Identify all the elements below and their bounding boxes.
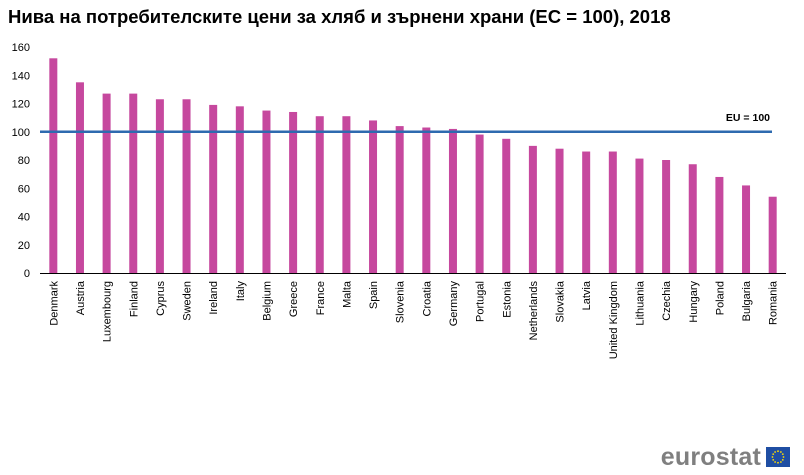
- bar-cyprus: [156, 99, 164, 273]
- bar-bulgaria: [742, 185, 750, 273]
- x-tick-label: Lithuania: [634, 280, 646, 326]
- bar-luxembourg: [103, 94, 111, 273]
- y-tick-label: 0: [24, 268, 30, 280]
- bar-series: [49, 58, 776, 273]
- x-tick-label: Hungary: [688, 281, 700, 323]
- bar-netherlands: [529, 146, 537, 273]
- reference-line-label: EU = 100: [726, 112, 770, 124]
- y-tick-label: 120: [12, 99, 30, 111]
- bar-sweden: [183, 99, 191, 273]
- x-tick-label: Croatia: [421, 280, 433, 316]
- x-tick-label: United Kingdom: [608, 281, 620, 359]
- y-axis: 0 20 40 60 80 100 120 140 160: [12, 42, 30, 280]
- x-tick-label: Italy: [235, 281, 247, 302]
- bar-germany: [449, 129, 457, 273]
- bar-finland: [129, 94, 137, 273]
- x-tick-label: Austria: [75, 280, 87, 315]
- bar-romania: [769, 197, 777, 273]
- x-tick-label: France: [315, 281, 327, 315]
- x-tick-label: Poland: [714, 281, 726, 315]
- bar-austria: [76, 82, 84, 273]
- x-tick-label: Belgium: [261, 281, 273, 321]
- bar-portugal: [476, 135, 484, 273]
- eurostat-logo: eurostat: [661, 445, 790, 469]
- x-tick-label: Estonia: [501, 280, 513, 318]
- x-tick-label: Germany: [448, 281, 460, 327]
- bar-poland: [715, 177, 723, 273]
- x-tick-label: Portugal: [475, 281, 487, 322]
- x-tick-label: Finland: [128, 281, 140, 317]
- y-tick-label: 80: [18, 155, 30, 167]
- x-tick-label: Slovakia: [555, 280, 567, 322]
- bar-latvia: [582, 152, 590, 273]
- y-tick-label: 140: [12, 70, 30, 82]
- x-axis: Denmark Austria Luxembourg Finland Cyprus Swe…: [40, 274, 786, 360]
- bar-slovenia: [396, 126, 404, 273]
- y-tick-label: 40: [18, 212, 30, 224]
- bar-malta: [342, 116, 350, 273]
- x-tick-label: Romania: [768, 280, 780, 325]
- x-tick-label: Denmark: [48, 281, 60, 326]
- bar-lithuania: [635, 159, 643, 273]
- bar-belgium: [262, 111, 270, 273]
- y-tick-label: 60: [18, 183, 30, 195]
- y-tick-label: 160: [12, 42, 30, 54]
- x-tick-label: Bulgaria: [741, 280, 753, 321]
- bar-denmark: [49, 58, 57, 273]
- x-tick-label: Sweden: [182, 281, 194, 321]
- bar-greece: [289, 112, 297, 273]
- bar-estonia: [502, 139, 510, 273]
- bar-united-kingdom: [609, 152, 617, 273]
- y-tick-label: 100: [12, 127, 30, 139]
- bar-hungary: [689, 164, 697, 273]
- bar-spain: [369, 120, 377, 273]
- x-tick-label: Ireland: [208, 281, 220, 315]
- bar-france: [316, 116, 324, 273]
- bar-croatia: [422, 128, 430, 273]
- eu-flag-icon: [766, 447, 790, 467]
- x-tick-label: Cyprus: [155, 281, 167, 316]
- y-tick-label: 20: [18, 240, 30, 252]
- reference-line-group: EU = 100: [40, 112, 772, 132]
- logo-text: eurostat: [661, 443, 761, 472]
- x-tick-label: Latvia: [581, 280, 593, 310]
- bar-chart: 0 20 40 60 80 100 120 140 160 Denmark Austria Luxe…: [0, 0, 804, 475]
- bar-slovakia: [556, 149, 564, 273]
- bar-ireland: [209, 105, 217, 273]
- x-tick-label: Spain: [368, 281, 380, 309]
- x-tick-label: Luxembourg: [102, 281, 114, 342]
- bar-czechia: [662, 160, 670, 273]
- x-tick-label: Greece: [288, 281, 300, 317]
- x-tick-label: Netherlands: [528, 281, 540, 341]
- x-tick-label: Czechia: [661, 280, 673, 321]
- x-tick-label: Malta: [341, 280, 353, 308]
- x-tick-label: Slovenia: [395, 280, 407, 323]
